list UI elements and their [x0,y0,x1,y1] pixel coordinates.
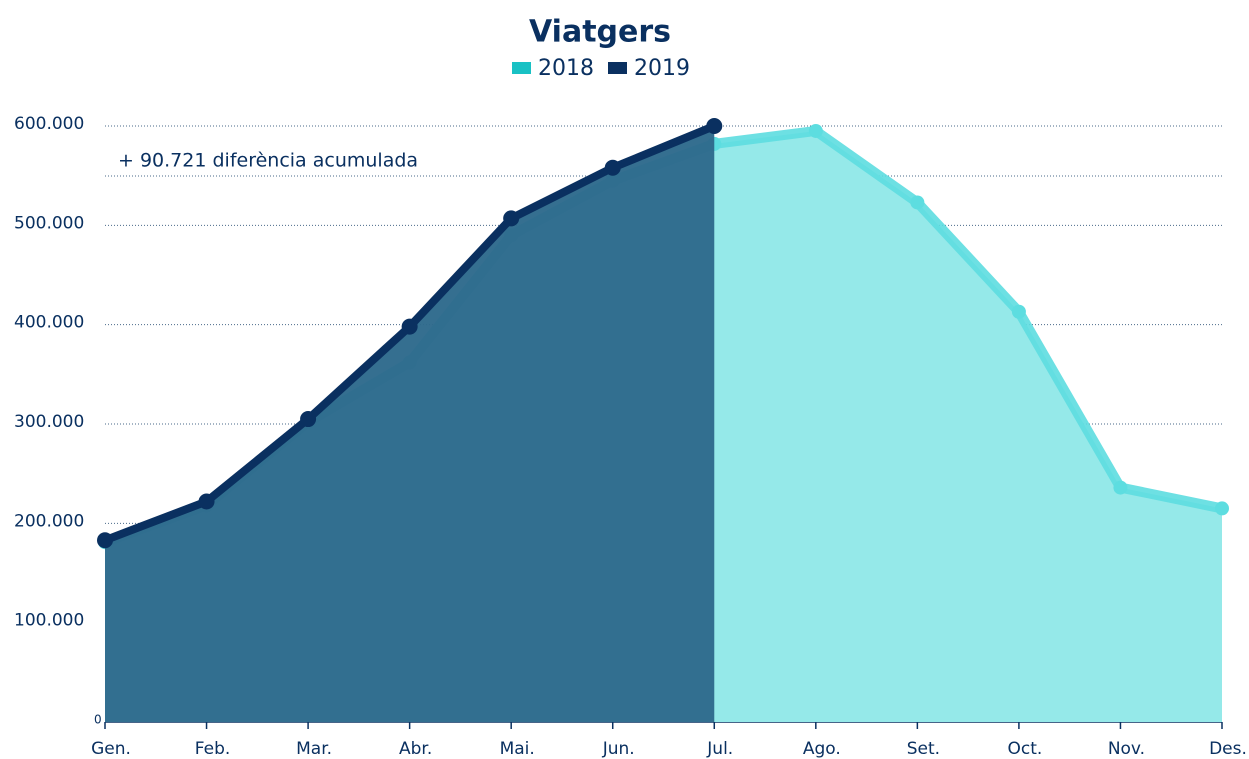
point [198,493,215,510]
legend-label: 2018 [538,56,594,81]
point [401,318,418,335]
annotation: + 90.721 diferència acumulada [118,150,418,172]
point [503,210,520,227]
x-tick-label: Mai. [500,739,535,759]
x-tick-label: Ago. [803,739,841,759]
y-tick-label: 300.000 [14,412,84,432]
point [706,118,723,134]
point [97,532,113,549]
point [808,123,823,138]
y-tick-label: 500.000 [14,213,84,233]
chart-title: Viatgers [529,15,671,50]
x-tick-label: Abr. [399,739,432,759]
point [1113,480,1128,495]
area [105,126,715,722]
legend-label: 2019 [634,56,690,81]
y-tick-label: 400.000 [14,313,84,333]
x-tick-label: Feb. [195,739,231,759]
point [1011,304,1026,319]
x-tick-label: Mar. [296,739,332,759]
x-tick-label: Jul. [706,739,733,759]
y-tick-label: 100.000 [14,611,84,631]
x-tick-label: Jun. [602,739,635,759]
point [300,411,317,428]
x-tick-label: Gen. [91,739,131,759]
x-tick-label: Set. [907,739,940,759]
x-tick-label: Des. [1209,739,1247,759]
point [1215,501,1229,516]
legend-swatch [512,62,531,74]
y-tick-label: 0 [94,713,102,727]
marks [97,118,1229,722]
point [604,159,621,176]
point [910,195,925,210]
y-tick-label: 200.000 [14,511,84,531]
x-tick-label: Oct. [1008,739,1043,759]
legend-swatch [608,62,627,74]
y-tick-label: 600.000 [14,114,84,134]
x-tick-label: Nov. [1108,739,1145,759]
